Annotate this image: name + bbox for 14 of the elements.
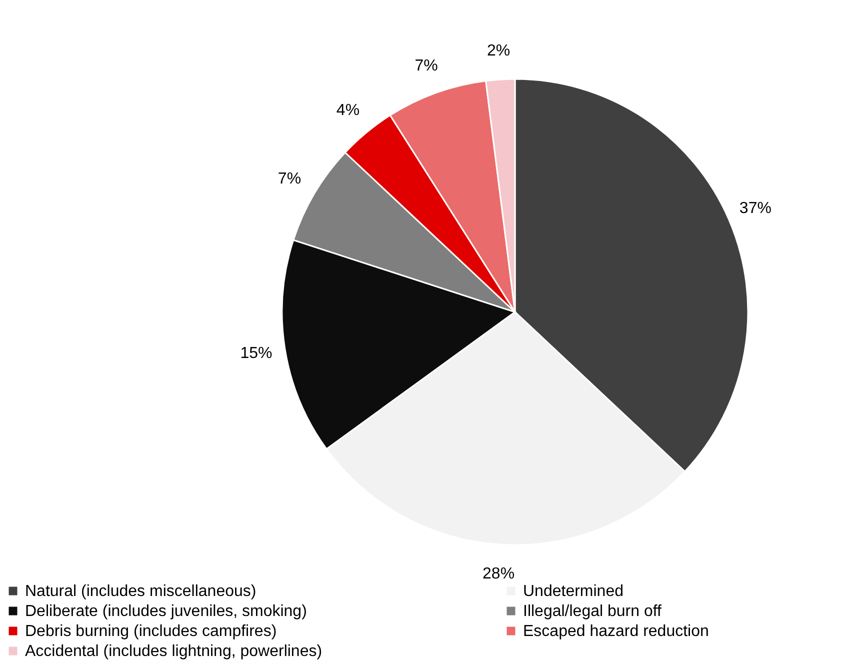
- legend-label: Deliberate (includes juveniles, smoking): [25, 603, 307, 620]
- legend-label: Illegal/legal burn off: [523, 603, 662, 620]
- legend-label: Debris burning (includes campfires): [25, 623, 277, 640]
- data-label: 15%: [240, 344, 272, 362]
- legend-label: Natural (includes miscellaneous): [25, 583, 256, 600]
- data-label: 37%: [739, 200, 772, 217]
- data-label: 7%: [278, 170, 302, 188]
- legend-label: Accidental (includes lightning, powerlines): [25, 643, 322, 660]
- data-label: 7%: [414, 57, 438, 74]
- legend-label: Escaped hazard reduction: [523, 623, 709, 640]
- legend-label: Undetermined: [523, 583, 624, 600]
- data-label: 2%: [486, 42, 510, 60]
- data-label: 28%: [482, 565, 515, 582]
- data-label: 4%: [336, 102, 360, 120]
